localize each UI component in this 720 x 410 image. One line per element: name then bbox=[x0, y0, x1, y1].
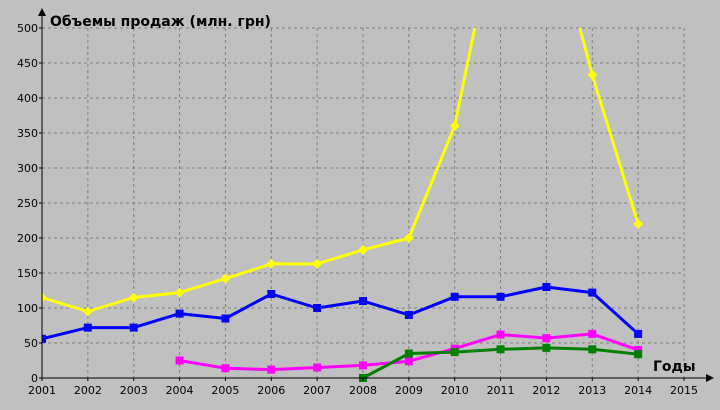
y-tick-label: 0 bbox=[31, 372, 38, 385]
y-tick-label: 250 bbox=[17, 197, 38, 210]
x-tick-label: 2014 bbox=[624, 384, 652, 397]
data-point-1 bbox=[542, 283, 551, 291]
y-tick-label: 350 bbox=[17, 127, 38, 140]
data-point-1 bbox=[221, 314, 230, 323]
series-line-0 bbox=[42, 28, 640, 313]
data-point-1 bbox=[634, 329, 643, 338]
data-point-3 bbox=[450, 348, 459, 357]
data-point-2 bbox=[542, 334, 551, 343]
data-point-0 bbox=[587, 69, 598, 80]
x-tick-label: 2007 bbox=[303, 384, 331, 397]
x-axis-arrow bbox=[706, 374, 714, 382]
data-point-1 bbox=[42, 334, 46, 343]
data-point-3 bbox=[588, 345, 597, 354]
x-tick-label: 2010 bbox=[441, 384, 469, 397]
y-tick-label: 150 bbox=[17, 267, 38, 280]
data-point-3 bbox=[542, 343, 551, 352]
y-tick-label: 50 bbox=[24, 337, 38, 350]
y-tick-label: 100 bbox=[17, 302, 38, 315]
x-tick-label: 2009 bbox=[395, 384, 423, 397]
data-point-1 bbox=[267, 290, 276, 298]
y-axis-arrow bbox=[38, 8, 46, 16]
data-point-0 bbox=[449, 121, 460, 131]
tick-labels: 0 50 100 150 200 250 300 350 400 450 500 2001 2002 20… bbox=[17, 22, 698, 397]
x-axis-title: Годы bbox=[653, 359, 696, 375]
x-tick-label: 2003 bbox=[120, 384, 148, 397]
x-tick-label: 2015 bbox=[670, 384, 698, 397]
data-point-2 bbox=[313, 363, 322, 372]
data-point-0 bbox=[128, 292, 139, 303]
data-point-0 bbox=[220, 273, 231, 284]
data-point-1 bbox=[313, 304, 322, 312]
data-point-0 bbox=[403, 233, 414, 243]
data-point-2 bbox=[267, 365, 276, 374]
axes bbox=[38, 8, 714, 382]
data-point-0 bbox=[358, 244, 368, 255]
data-point-3 bbox=[404, 349, 413, 358]
x-tick-label: 2012 bbox=[532, 384, 560, 397]
data-point-2 bbox=[359, 361, 367, 370]
data-point-1 bbox=[404, 311, 413, 319]
y-tick-label: 200 bbox=[17, 232, 38, 245]
data-point-1 bbox=[588, 288, 597, 297]
data-point-1 bbox=[496, 292, 505, 301]
x-tick-label: 2008 bbox=[349, 384, 377, 397]
data-point-0 bbox=[82, 306, 93, 317]
data-point-2 bbox=[404, 357, 413, 366]
data-point-1 bbox=[450, 292, 459, 301]
x-tick-label: 2001 bbox=[28, 384, 56, 397]
data-point-2 bbox=[496, 330, 505, 339]
y-tick-label: 300 bbox=[17, 162, 38, 175]
data-point-0 bbox=[174, 287, 185, 298]
grid-lines bbox=[42, 27, 685, 378]
x-tick-label: 2011 bbox=[487, 384, 515, 397]
series-group bbox=[42, 28, 644, 382]
y-tick-label: 400 bbox=[17, 92, 38, 105]
data-point-0 bbox=[266, 258, 277, 269]
series-line-1 bbox=[42, 285, 640, 341]
data-point-2 bbox=[588, 329, 597, 338]
data-point-2 bbox=[221, 364, 230, 373]
data-point-1 bbox=[359, 297, 367, 305]
y-tick-label: 450 bbox=[17, 57, 38, 70]
x-tick-label: 2005 bbox=[211, 384, 239, 397]
data-point-1 bbox=[129, 323, 138, 332]
data-point-1 bbox=[175, 309, 184, 318]
x-tick-label: 2006 bbox=[257, 384, 285, 397]
data-point-0 bbox=[312, 258, 323, 269]
x-tick-label: 2013 bbox=[578, 384, 606, 397]
data-point-0 bbox=[42, 292, 47, 303]
x-tick-label: 2004 bbox=[166, 384, 194, 397]
series-lines bbox=[42, 28, 644, 382]
data-point-0 bbox=[633, 219, 644, 229]
data-point-2 bbox=[175, 356, 184, 365]
y-tick-label: 500 bbox=[17, 22, 38, 35]
data-point-2 bbox=[634, 346, 643, 354]
data-point-3 bbox=[634, 350, 643, 359]
y-axis-title: Объемы продаж (млн. грн) bbox=[50, 14, 271, 30]
data-point-1 bbox=[83, 323, 92, 332]
data-point-3 bbox=[496, 345, 505, 354]
x-tick-label: 2002 bbox=[74, 384, 102, 397]
